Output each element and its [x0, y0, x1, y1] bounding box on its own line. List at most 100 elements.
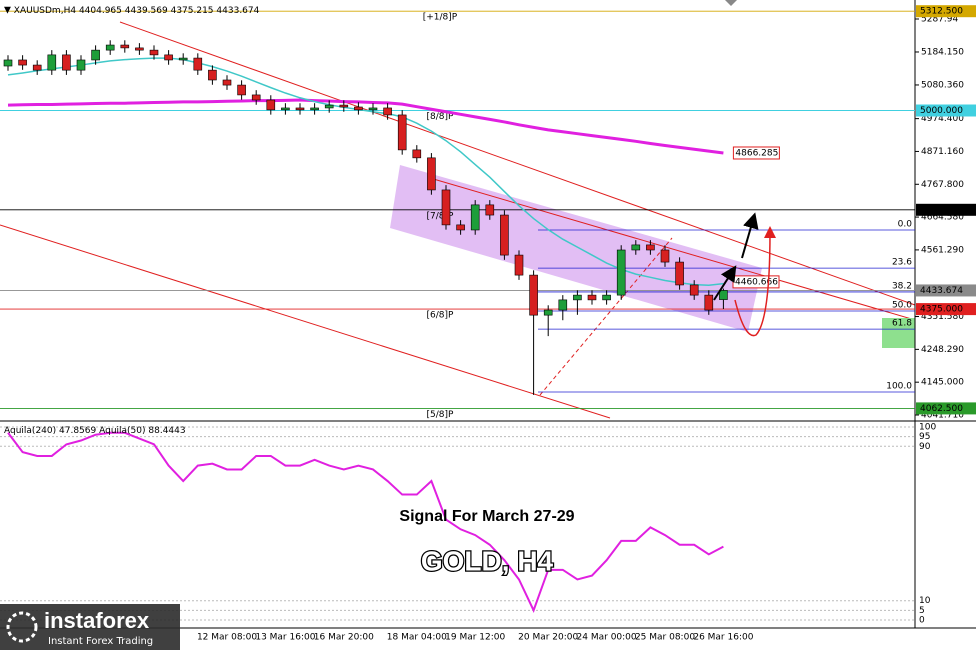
close: 4433.674: [216, 6, 259, 16]
y-tick-label: 4145.000: [921, 378, 964, 388]
candle-body: [222, 79, 232, 86]
high: 4439.569: [125, 6, 168, 16]
candle-body: [719, 290, 728, 300]
fib-label: 100.0: [886, 382, 912, 392]
x-tick-label: 24 Mar 00:00: [577, 633, 637, 643]
channel-line: [429, 177, 916, 321]
x-tick-label: 12 Mar 08:00: [197, 633, 257, 643]
level-box: [916, 203, 976, 216]
indicator-name: Aquila(240): [4, 426, 56, 436]
candle-body: [266, 99, 276, 111]
x-tick-label: 13 Mar 16:00: [255, 633, 315, 643]
annotation-label: 4460.666: [735, 277, 778, 287]
y-tick-label: 5184.150: [921, 47, 964, 57]
y-tick-label: 4248.290: [921, 345, 964, 355]
candle-body: [120, 44, 130, 49]
y-tick-label: 4561.290: [921, 245, 964, 255]
candle-body: [470, 204, 480, 231]
candle-body: [529, 274, 538, 316]
candle-body: [237, 84, 246, 96]
candle-body: [208, 69, 217, 81]
candle-body: [675, 261, 684, 286]
level-label: 4687.500: [920, 205, 963, 215]
arrow: [741, 212, 759, 259]
candle-body: [485, 204, 495, 216]
murray-label: [5/8]P: [427, 410, 455, 420]
candle-body: [18, 59, 27, 66]
target-zone: [882, 318, 915, 348]
candle-body: [500, 214, 509, 256]
candle-body: [368, 107, 378, 111]
candle-body: [543, 309, 553, 316]
channel-line: [119, 21, 916, 306]
level-label: 4062.500: [920, 404, 963, 414]
marker: [725, 0, 737, 6]
x-tick-label: 18 Mar 04:00: [387, 633, 447, 643]
symbol: XAUUSDm,H4: [14, 6, 77, 16]
level-label: 5312.500: [920, 7, 963, 17]
y-tick-label: 4664.580: [921, 213, 964, 223]
candle-body: [412, 149, 422, 159]
header: ▼ XAUUSDm,H4 4404.965 4439.569 4375.215 …: [4, 6, 260, 16]
fib-label: 61.8: [892, 319, 912, 329]
logo-icon: [6, 611, 38, 643]
candle-body: [135, 47, 144, 51]
murray-label: [6/8]P: [427, 311, 455, 321]
candle-body: [310, 107, 319, 111]
indicator-line: [7, 431, 724, 613]
level-box: [916, 104, 976, 117]
candle-body: [105, 44, 115, 51]
candle-body: [251, 94, 261, 101]
ma-line: [7, 98, 724, 155]
indicator-tick-label: 0: [919, 616, 925, 626]
candle-body: [689, 284, 699, 296]
level-box: [916, 303, 976, 316]
candle-body: [704, 294, 714, 311]
murray-label: [+1/8]P: [423, 13, 458, 23]
tagline: Instant Forex Trading: [48, 636, 153, 647]
candle-body: [76, 59, 86, 71]
title: GOLD, H4: [421, 545, 554, 576]
level-box: [916, 5, 976, 18]
ma-label: 4866.285: [735, 148, 778, 158]
x-tick-label: 19 Mar 12:00: [445, 633, 505, 643]
level-label: 4433.674: [920, 286, 963, 296]
candle-body: [587, 294, 597, 301]
y-tick-label: 5080.360: [921, 80, 964, 90]
candle-body: [514, 254, 524, 276]
x-tick-label: 20 Mar 20:00: [518, 633, 578, 643]
fib-label: 38.2: [892, 281, 912, 291]
candle-body: [616, 249, 626, 296]
marks: 5287.94 5184.150 5080.360 4974.400 4871.160 4…: [0, 5, 976, 643]
candle-body: [427, 157, 436, 191]
y-tick-label: 5287.94: [921, 15, 958, 25]
ma-line: [7, 57, 724, 287]
candle-body: [383, 107, 392, 116]
y-tick-label: 4974.400: [921, 114, 964, 124]
low: 4375.215: [171, 6, 214, 16]
fib-label: 23.6: [892, 258, 912, 268]
candle-body: [573, 294, 582, 301]
y-tick-label: 4041.710: [921, 411, 964, 421]
indicator-name: Aquila(50): [99, 426, 145, 436]
arrows: [713, 212, 776, 337]
y-tick-label: 4767.800: [921, 180, 964, 190]
candle-body: [441, 189, 451, 226]
level-box: [916, 402, 976, 415]
level-label: 5000.000: [920, 106, 963, 116]
candle-body: [339, 104, 349, 108]
candle-body: [149, 49, 159, 56]
candle-body: [91, 49, 100, 61]
level-box: [916, 284, 976, 297]
candle-body: [646, 244, 655, 251]
candle-body: [397, 114, 407, 151]
candle-body: [660, 249, 670, 263]
fib-label: 50.0: [892, 301, 912, 311]
candle-body: [32, 64, 42, 71]
candle-body: [456, 224, 465, 231]
candle-body: [631, 244, 641, 251]
indicator-label: Aquila(240) 47.8569 Aquila(50) 88.4443: [4, 426, 186, 436]
logo-box: [0, 604, 180, 650]
